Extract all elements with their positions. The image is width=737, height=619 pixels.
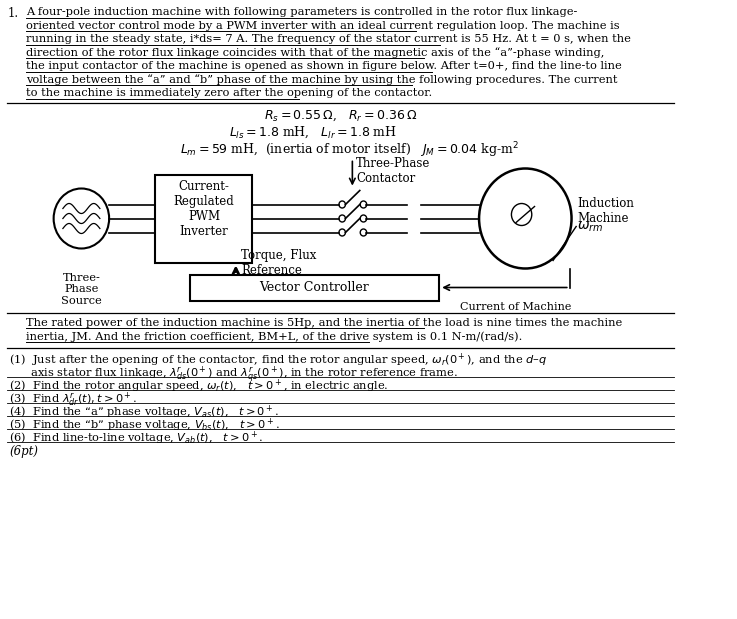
Text: The rated power of the induction machine is 5Hp, and the inertia of the load is : The rated power of the induction machine… <box>26 318 622 327</box>
Text: Current of Machine: Current of Machine <box>460 301 572 311</box>
Text: Torque, Flux
Reference: Torque, Flux Reference <box>242 248 317 277</box>
Text: to the machine is immediately zero after the opening of the contactor.: to the machine is immediately zero after… <box>26 88 432 98</box>
Text: $L_m = 59$ mH,  (inertia of motor itself)   $J_M = 0.04$ kg-m$^2$: $L_m = 59$ mH, (inertia of motor itself)… <box>181 141 520 160</box>
Text: (5)  Find the “b” phase voltage, $V_{bs}(t)$,   $t>0^+$.: (5) Find the “b” phase voltage, $V_{bs}(… <box>10 417 280 434</box>
Text: (2)  Find the rotor angular speed, $\omega_r(t)$,   $t>0^+$, in electric angle.: (2) Find the rotor angular speed, $\omeg… <box>10 378 388 395</box>
Text: $L_{ls} = 1.8$ mH,   $L_{lr} = 1.8$ mH: $L_{ls} = 1.8$ mH, $L_{lr} = 1.8$ mH <box>229 124 397 140</box>
Text: running in the steady state, i*ds= 7 A. The frequency of the stator current is 5: running in the steady state, i*ds= 7 A. … <box>26 34 631 44</box>
Text: (6pt): (6pt) <box>10 444 38 457</box>
Text: Vector Controller: Vector Controller <box>259 281 369 294</box>
Bar <box>156 175 253 262</box>
Text: the input contactor of the machine is opened as shown in figure below. After t=0: the input contactor of the machine is op… <box>26 61 621 71</box>
Text: $R_s = 0.55\,\Omega$,   $R_r = 0.36\,\Omega$: $R_s = 0.55\,\Omega$, $R_r = 0.36\,\Omeg… <box>264 108 417 123</box>
Text: (1)  Just after the opening of the contactor, find the rotor angular speed, $\om: (1) Just after the opening of the contac… <box>10 352 548 369</box>
Text: (3)  Find $\lambda^r_{dr}(t), t>0^+$.: (3) Find $\lambda^r_{dr}(t), t>0^+$. <box>10 391 137 409</box>
Text: Induction
Machine: Induction Machine <box>577 196 634 225</box>
Text: voltage between the “a” and “b” phase of the machine by using the following proc: voltage between the “a” and “b” phase of… <box>26 74 618 85</box>
Text: direction of the rotor flux linkage coincides with that of the magnetic axis of : direction of the rotor flux linkage coin… <box>26 48 604 58</box>
Text: A four-pole induction machine with following parameters is controlled in the rot: A four-pole induction machine with follo… <box>26 7 577 17</box>
Text: (4)  Find the “a” phase voltage, $V_{as}(t)$,   $t>0^+$.: (4) Find the “a” phase voltage, $V_{as}(… <box>10 404 279 421</box>
Text: inertia, JM. And the friction coefficient, BM+L, of the drive system is 0.1 N-m/: inertia, JM. And the friction coefficien… <box>26 331 523 342</box>
Text: $\omega_{rm}$: $\omega_{rm}$ <box>577 219 604 234</box>
Text: Three-
Phase
Source: Three- Phase Source <box>61 272 102 306</box>
Text: (6)  Find line-to-line voltage, $V_{ab}(t)$,   $t>0^+$.: (6) Find line-to-line voltage, $V_{ab}(t… <box>10 430 264 447</box>
Text: Current-
Regulated
PWM
Inverter: Current- Regulated PWM Inverter <box>173 180 234 238</box>
Bar <box>189 274 439 300</box>
Text: oriented vector control mode by a PWM inverter with an ideal current regulation : oriented vector control mode by a PWM in… <box>26 20 620 30</box>
Text: Three-Phase
Contactor: Three-Phase Contactor <box>356 157 430 184</box>
Text: 1.: 1. <box>7 7 18 20</box>
Text: axis stator flux linkage, $\lambda^r_{ds}(0^+)$ and $\lambda^r_{qs}(0^+)$, in th: axis stator flux linkage, $\lambda^r_{ds… <box>10 365 458 386</box>
